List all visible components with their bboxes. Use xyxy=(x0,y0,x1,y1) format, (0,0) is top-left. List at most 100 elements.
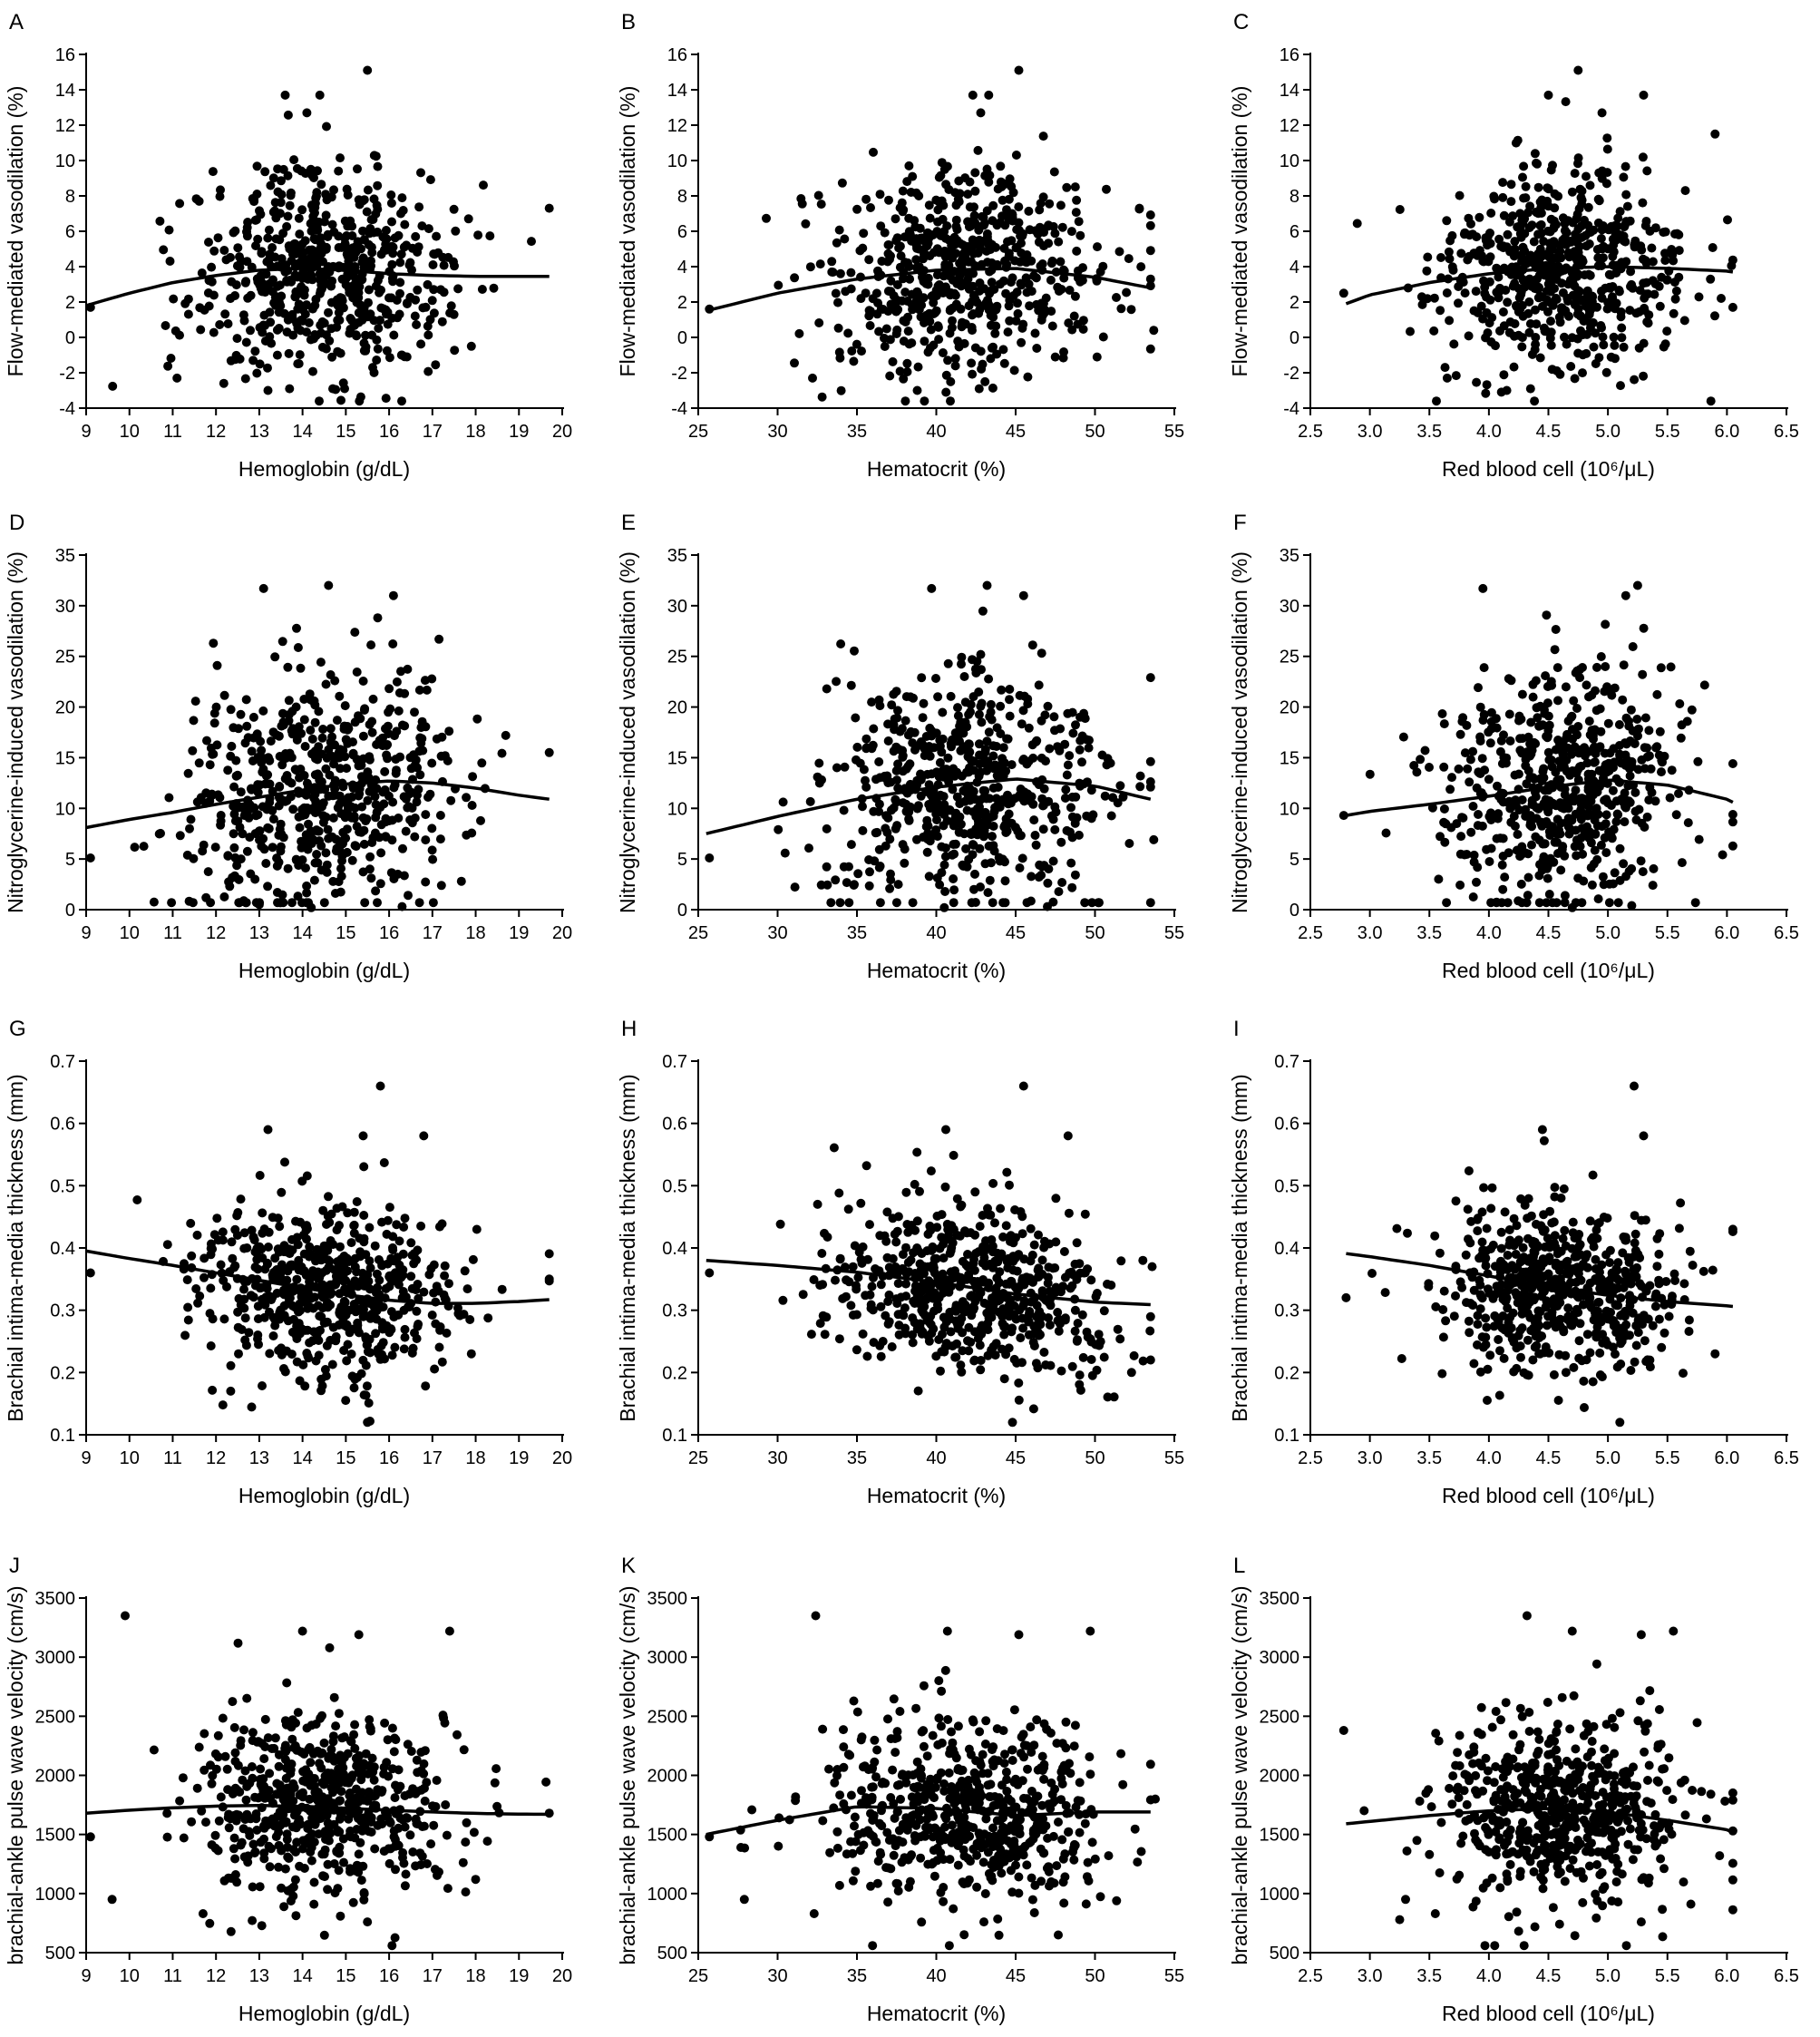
data-point xyxy=(1516,879,1526,889)
data-point xyxy=(1056,200,1066,210)
data-point xyxy=(255,359,265,369)
data-point xyxy=(1014,202,1024,212)
data-point xyxy=(254,900,264,910)
data-point xyxy=(368,215,378,224)
data-point xyxy=(835,353,845,363)
data-point xyxy=(412,797,422,807)
data-point xyxy=(1505,804,1515,814)
data-point xyxy=(1533,258,1543,268)
data-point xyxy=(1466,827,1476,837)
data-point xyxy=(953,336,963,346)
data-point xyxy=(1529,237,1539,247)
y-tick-label: -4 xyxy=(671,399,687,419)
x-axis-title: Red blood cell (10⁶/μL) xyxy=(1442,959,1655,982)
scatter-points xyxy=(705,65,1159,406)
data-point xyxy=(257,746,267,755)
y-axis-title: Nitroglycerine-induced vasodilation (%) xyxy=(616,551,639,913)
data-point xyxy=(327,352,337,362)
x-tick-label: 17 xyxy=(423,422,443,442)
data-point xyxy=(1447,773,1456,783)
data-point xyxy=(1639,254,1648,264)
data-point xyxy=(219,690,229,700)
data-point xyxy=(1072,195,1082,205)
data-point xyxy=(1612,221,1622,231)
data-point xyxy=(865,321,875,330)
data-point xyxy=(1669,308,1679,318)
data-point xyxy=(1017,280,1027,290)
data-point xyxy=(1613,898,1623,908)
data-point xyxy=(423,224,433,234)
data-point xyxy=(1674,246,1684,256)
data-point xyxy=(1496,736,1506,746)
data-point xyxy=(996,279,1005,289)
data-point xyxy=(956,304,966,314)
data-point xyxy=(1549,857,1559,867)
data-point xyxy=(1620,802,1630,812)
data-point xyxy=(263,233,273,243)
data-point xyxy=(983,794,993,804)
data-point xyxy=(887,1342,897,1351)
data-point xyxy=(1439,804,1449,814)
data-point xyxy=(1616,381,1625,391)
data-point xyxy=(1598,872,1608,882)
data-point xyxy=(905,229,915,239)
data-point xyxy=(1642,743,1652,753)
data-point xyxy=(263,770,273,780)
data-point xyxy=(1618,695,1628,705)
data-point xyxy=(1535,353,1545,363)
data-point xyxy=(226,1360,236,1370)
data-point xyxy=(1500,872,1510,882)
data-point xyxy=(462,793,472,803)
data-point xyxy=(311,796,321,806)
data-point xyxy=(159,245,169,255)
data-point xyxy=(1543,295,1552,305)
data-point xyxy=(310,770,320,780)
data-point xyxy=(898,752,908,762)
data-point xyxy=(1533,209,1543,219)
data-point xyxy=(1056,285,1066,294)
data-point xyxy=(836,385,846,395)
data-point xyxy=(446,795,456,805)
data-point xyxy=(347,231,357,240)
data-point xyxy=(395,288,404,298)
data-point xyxy=(948,817,958,826)
data-point xyxy=(982,229,992,239)
data-point xyxy=(462,1284,472,1294)
data-point xyxy=(1015,863,1025,872)
data-point xyxy=(1038,801,1048,811)
data-point xyxy=(362,1381,372,1391)
data-point xyxy=(311,295,321,304)
data-point xyxy=(1577,898,1587,908)
data-point xyxy=(308,366,317,376)
data-point xyxy=(1524,327,1534,337)
data-point xyxy=(437,317,447,327)
data-point xyxy=(1538,839,1548,849)
data-point xyxy=(1475,736,1485,746)
data-point xyxy=(1578,350,1588,360)
data-point xyxy=(216,1260,226,1270)
data-point xyxy=(917,300,927,310)
data-point xyxy=(422,685,432,695)
data-point xyxy=(1352,219,1362,229)
data-point xyxy=(372,1314,382,1324)
data-point xyxy=(1519,193,1529,203)
data-point xyxy=(1477,754,1487,764)
data-point xyxy=(1486,209,1496,218)
data-point xyxy=(313,755,323,765)
data-point xyxy=(999,243,1009,253)
data-point xyxy=(1655,726,1665,736)
data-point xyxy=(1665,793,1675,803)
data-point xyxy=(884,195,893,205)
data-point xyxy=(1585,788,1595,798)
data-point xyxy=(1005,174,1015,184)
data-point xyxy=(1609,247,1619,257)
x-tick-label: 2.5 xyxy=(1298,422,1323,442)
data-point xyxy=(1001,814,1011,824)
data-point xyxy=(241,695,251,705)
x-tick-label: 5.5 xyxy=(1655,923,1680,943)
data-point xyxy=(274,1247,284,1257)
data-point xyxy=(259,310,269,320)
data-point xyxy=(386,199,396,208)
data-point xyxy=(255,1171,265,1180)
data-point xyxy=(263,363,272,373)
